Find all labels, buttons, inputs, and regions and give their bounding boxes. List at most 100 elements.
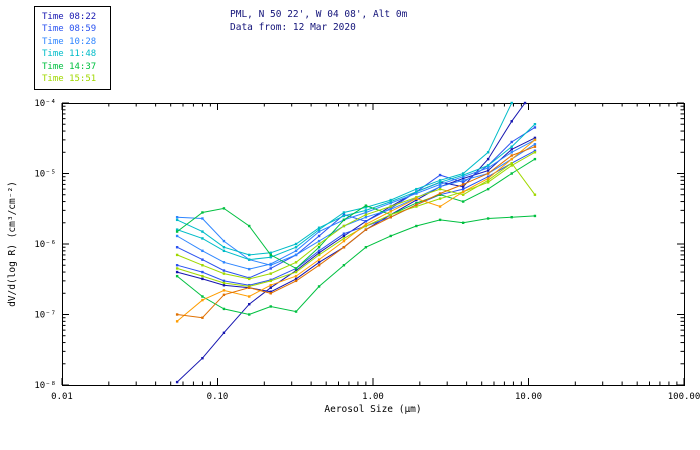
data-point-marker xyxy=(438,205,442,208)
data-point-marker xyxy=(175,234,179,238)
data-point-marker xyxy=(510,140,513,144)
data-point-marker xyxy=(222,249,226,253)
data-point-marker xyxy=(461,173,465,177)
data-point-marker xyxy=(294,253,298,257)
series-line xyxy=(176,123,536,256)
data-point-marker xyxy=(364,246,368,249)
data-point-marker xyxy=(461,190,465,194)
data-point-marker xyxy=(510,151,513,154)
x-axis-label: Aerosol Size (μm) xyxy=(324,404,421,415)
data-point-marker xyxy=(510,145,513,148)
data-point-marker xyxy=(486,217,490,220)
data-point-marker xyxy=(222,269,226,272)
data-point-marker xyxy=(294,269,298,272)
data-point-marker xyxy=(342,234,346,238)
data-point-marker xyxy=(269,255,272,259)
data-point-marker xyxy=(486,157,490,161)
data-point-marker xyxy=(317,285,321,288)
data-point-marker xyxy=(222,272,226,275)
data-point-marker xyxy=(248,224,251,228)
data-point-marker xyxy=(317,264,321,267)
data-point-marker xyxy=(486,187,490,191)
data-point-marker xyxy=(317,258,321,261)
data-point-marker xyxy=(533,149,537,152)
y-tick-label: 10⁻⁵ xyxy=(34,170,56,180)
data-point-marker xyxy=(364,223,368,226)
data-point-marker xyxy=(269,286,272,289)
data-point-marker xyxy=(222,284,226,287)
data-point-marker xyxy=(533,151,537,154)
data-point-marker xyxy=(533,136,537,140)
data-point-marker xyxy=(201,295,204,298)
x-tick-label: 0.10 xyxy=(207,392,229,402)
data-point-marker xyxy=(533,193,537,196)
data-point-marker xyxy=(461,177,465,180)
data-point-marker xyxy=(222,239,226,243)
data-point-marker xyxy=(461,187,465,191)
data-point-marker xyxy=(486,177,490,180)
data-point-marker xyxy=(438,193,442,196)
series-line xyxy=(176,150,536,286)
data-point-marker xyxy=(317,251,321,255)
data-point-marker xyxy=(317,249,321,253)
data-point-marker xyxy=(294,267,298,270)
data-point-marker xyxy=(389,208,392,211)
data-point-marker xyxy=(364,211,368,214)
data-point-marker xyxy=(342,218,346,222)
data-point-marker xyxy=(201,237,204,240)
data-point-marker xyxy=(294,277,298,281)
data-point-marker xyxy=(248,295,251,298)
data-point-marker xyxy=(342,213,346,216)
data-point-marker xyxy=(415,205,418,208)
series-line xyxy=(177,143,536,266)
data-point-marker xyxy=(201,316,204,319)
data-point-marker xyxy=(533,143,537,146)
y-tick-label: 10⁻⁴ xyxy=(34,99,56,109)
data-point-marker xyxy=(461,179,465,182)
data-point-marker xyxy=(294,249,298,253)
data-point-marker xyxy=(486,151,490,154)
data-point-marker xyxy=(389,205,392,208)
data-point-marker xyxy=(486,172,490,175)
data-point-marker xyxy=(533,145,537,148)
data-point-marker xyxy=(461,172,465,175)
data-point-marker xyxy=(317,230,321,233)
data-point-marker xyxy=(294,270,298,274)
data-point-marker xyxy=(389,198,392,202)
data-point-marker xyxy=(364,206,368,209)
data-point-marker xyxy=(222,331,226,335)
data-point-marker xyxy=(248,285,251,288)
data-point-marker xyxy=(438,181,442,184)
series-line xyxy=(176,137,536,293)
data-point-marker xyxy=(438,187,442,191)
data-point-marker xyxy=(175,264,179,267)
y-tick-label: 10⁻⁶ xyxy=(34,240,56,250)
data-point-marker xyxy=(317,246,321,249)
data-point-marker xyxy=(317,226,321,229)
data-point-marker xyxy=(294,274,298,278)
series-line xyxy=(176,215,535,316)
data-point-marker xyxy=(201,298,204,302)
plot-frame xyxy=(62,103,685,386)
data-point-marker xyxy=(342,239,346,243)
data-point-marker xyxy=(342,264,346,267)
data-point-marker xyxy=(486,169,490,172)
data-point-marker xyxy=(201,211,204,214)
data-point-marker xyxy=(317,261,321,264)
data-point-marker xyxy=(201,356,204,360)
data-point-marker xyxy=(461,221,465,224)
station-location-line: PML, N 50 22', W 04 08', Alt 0m xyxy=(230,9,408,20)
data-point-marker xyxy=(222,207,226,210)
data-point-marker xyxy=(222,293,226,297)
data-point-marker xyxy=(294,310,298,313)
series-line xyxy=(176,139,536,270)
data-point-marker xyxy=(415,197,418,200)
data-point-marker xyxy=(175,270,179,274)
data-point-marker xyxy=(175,246,179,249)
data-point-marker xyxy=(317,242,321,246)
data-point-marker xyxy=(222,281,226,285)
data-point-marker xyxy=(461,181,465,184)
data-point-marker xyxy=(201,230,204,233)
data-point-marker xyxy=(438,183,442,186)
data-point-marker xyxy=(269,290,272,293)
